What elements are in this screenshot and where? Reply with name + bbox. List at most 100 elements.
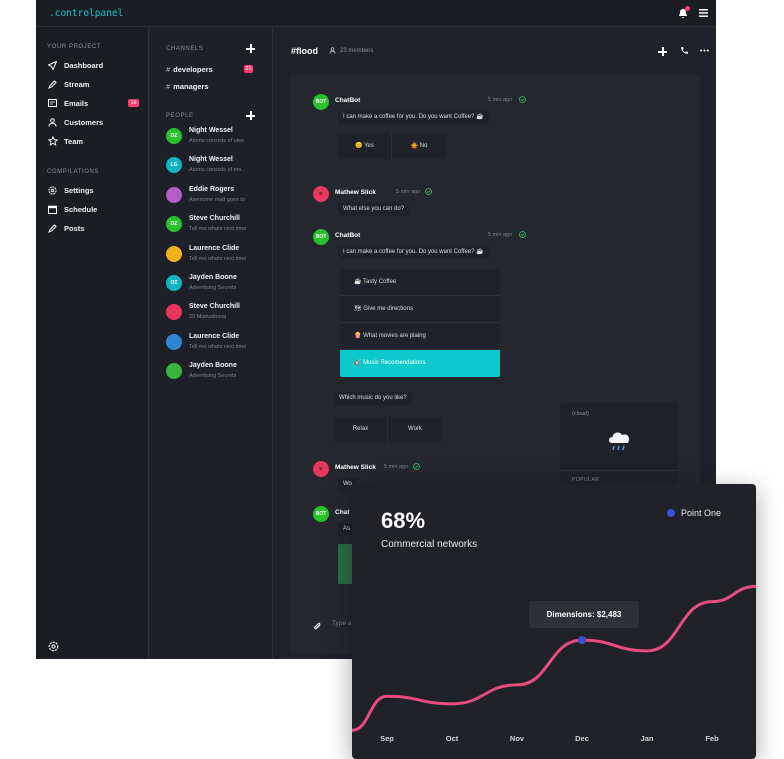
person-name: Laurence Clide bbox=[189, 244, 240, 252]
sidebar-item-settings[interactable]: Settings bbox=[47, 183, 94, 197]
sidebar-item-customers[interactable]: Customers bbox=[47, 115, 103, 129]
section-title-compilations: COMPILATIONS bbox=[47, 169, 100, 175]
add-button[interactable] bbox=[658, 47, 667, 56]
sidebar: YOUR PROJECT Dashboard Stream Emails 16 … bbox=[36, 27, 149, 659]
person-item[interactable]: Laurence Clide Tell me whats next time bbox=[166, 332, 271, 354]
legend-label: Point One bbox=[681, 508, 722, 518]
sidebar-item-dashboard[interactable]: Dashboard bbox=[47, 58, 103, 72]
message-bubble: Which music do you like? bbox=[334, 392, 412, 405]
avatar: 🐞 bbox=[313, 186, 329, 202]
yes-button[interactable]: 😊 Yes bbox=[338, 134, 392, 159]
sidebar-item-label: Stream bbox=[64, 79, 90, 89]
avatar bbox=[166, 333, 182, 350]
notification-icon[interactable] bbox=[676, 6, 690, 20]
avatar: 🐞 bbox=[313, 461, 329, 477]
gear-icon[interactable] bbox=[48, 639, 59, 652]
phone-icon[interactable] bbox=[679, 45, 689, 55]
person-item[interactable]: LG Night Wessel Atoms consists of mo.. bbox=[166, 155, 271, 177]
people-title: PEOPLE bbox=[166, 113, 194, 119]
menu-icon[interactable] bbox=[696, 6, 710, 20]
brand-logo[interactable]: .controlpanel bbox=[49, 8, 124, 19]
person-last-message: Tell me whats next time bbox=[189, 226, 247, 233]
option-music[interactable]: 🎸 Music Recomendations bbox=[340, 350, 500, 377]
message-bubble: I can make a coffee for you. Do you want… bbox=[338, 111, 489, 124]
person-last-message: Atoms consists of mo.. bbox=[189, 167, 245, 174]
person-last-message: Advertising Secrets bbox=[189, 285, 237, 291]
add-person-button[interactable] bbox=[246, 111, 255, 120]
person-item[interactable]: Jayden Boone Advertising Secrets bbox=[166, 361, 271, 383]
sender-name: ChatBot bbox=[335, 97, 361, 104]
quick-reply-group: Relax Work bbox=[334, 417, 442, 442]
more-icon[interactable] bbox=[699, 45, 709, 55]
quick-reply-group: 😊 Yes 🙅 No bbox=[338, 134, 446, 159]
person-item[interactable]: OZ Night Wessel Atoms consists of ules bbox=[166, 126, 271, 148]
person-last-message: Advertising Secrets bbox=[189, 373, 237, 380]
sender-name: Mathew Slick bbox=[335, 464, 376, 471]
person-name: Night Wessel bbox=[189, 127, 233, 134]
sender-name: Chat bbox=[335, 509, 350, 516]
person-name: Eddie Rogers bbox=[189, 185, 235, 193]
option-directions[interactable]: 🗺 Give me directions bbox=[340, 296, 500, 323]
person-item[interactable]: Laurence Clide Tell me whats next time bbox=[166, 244, 271, 266]
option-movies[interactable]: 🍿 What movies are plaing bbox=[340, 323, 500, 350]
person-last-message: Atoms consists of ules bbox=[189, 138, 244, 144]
user-icon bbox=[329, 47, 336, 54]
emails-count-badge: 16 bbox=[128, 99, 139, 107]
x-tick-label: Oct bbox=[445, 734, 459, 743]
image-thumbnail[interactable] bbox=[338, 544, 354, 584]
card-label: (cloud) bbox=[572, 411, 589, 417]
person-last-message: 29 Motivational bbox=[189, 314, 226, 321]
sidebar-item-label: Customers bbox=[64, 117, 104, 127]
add-channel-button[interactable] bbox=[246, 44, 255, 53]
sidebar-item-team[interactable]: Team bbox=[47, 134, 83, 148]
message-time: 5 min ago bbox=[488, 232, 513, 238]
x-tick-label: Jan bbox=[640, 734, 654, 743]
chart-legend: Point One bbox=[667, 508, 721, 518]
legend-marker bbox=[667, 509, 675, 517]
calendar-icon bbox=[47, 204, 58, 215]
person-name: Jayden Boone bbox=[189, 274, 237, 281]
person-item[interactable]: Eddie Rogers Awesome mad goes to bbox=[166, 185, 271, 207]
message-time: 5 min ago bbox=[384, 464, 409, 470]
stat-subtitle: Commercial networks bbox=[381, 539, 478, 550]
sidebar-item-label: Dashboard bbox=[64, 60, 104, 70]
avatar: OZ bbox=[166, 275, 182, 291]
sidebar-item-stream[interactable]: Stream bbox=[47, 77, 89, 91]
person-item[interactable]: Steve Churchill 29 Motivational bbox=[166, 302, 271, 324]
mail-icon bbox=[47, 98, 58, 109]
work-button[interactable]: Work bbox=[408, 426, 422, 432]
relax-button[interactable]: Relax bbox=[334, 417, 388, 442]
message-input[interactable]: Type a bbox=[332, 620, 352, 627]
avatar: OZ bbox=[166, 216, 182, 233]
sidebar-item-label: Posts bbox=[64, 223, 85, 233]
avatar: OZ bbox=[166, 128, 182, 144]
channel-item[interactable]: # managers bbox=[166, 82, 209, 91]
chart-tooltip: Dimensions: $2,483 bbox=[529, 601, 639, 628]
star-icon bbox=[47, 136, 58, 147]
option-tasty-coffee[interactable]: ☕ Tasty Coffee bbox=[340, 269, 500, 296]
cloud-rain-icon bbox=[605, 425, 635, 460]
paperclip-icon[interactable] bbox=[313, 618, 322, 636]
check-icon bbox=[425, 188, 432, 195]
channel-unread-badge: 21 bbox=[244, 65, 253, 73]
sidebar-item-label: Team bbox=[64, 136, 84, 146]
avatar: BOT bbox=[313, 94, 329, 110]
sidebar-item-emails[interactable]: Emails bbox=[47, 96, 88, 110]
sender-name: ChatBot bbox=[335, 232, 361, 239]
person-item[interactable]: OZ Jayden Boone Advertising Secrets bbox=[166, 273, 271, 295]
weather-card: (cloud) POPULAR bbox=[560, 403, 678, 498]
no-button[interactable]: 🙅 No bbox=[410, 143, 428, 149]
x-tick-label: Dec bbox=[575, 734, 589, 743]
person-name: Laurence Clide bbox=[189, 332, 240, 340]
message-bubble: What else you can do? bbox=[338, 203, 410, 216]
person-name: Night Wessel bbox=[189, 156, 233, 164]
avatar bbox=[166, 245, 182, 262]
channel-item[interactable]: # developers bbox=[166, 65, 213, 74]
top-bar: .controlpanel bbox=[36, 0, 716, 27]
options-menu: ☕ Tasty Coffee 🗺 Give me directions 🍿 Wh… bbox=[340, 269, 500, 377]
sidebar-item-schedule[interactable]: Schedule bbox=[47, 202, 97, 216]
x-tick-label: Sep bbox=[380, 734, 394, 743]
sidebar-item-posts[interactable]: Posts bbox=[47, 221, 84, 235]
person-item[interactable]: OZ Steve Churchill Tell me whats next time bbox=[166, 214, 271, 236]
person-name: Steve Churchill bbox=[189, 215, 240, 223]
